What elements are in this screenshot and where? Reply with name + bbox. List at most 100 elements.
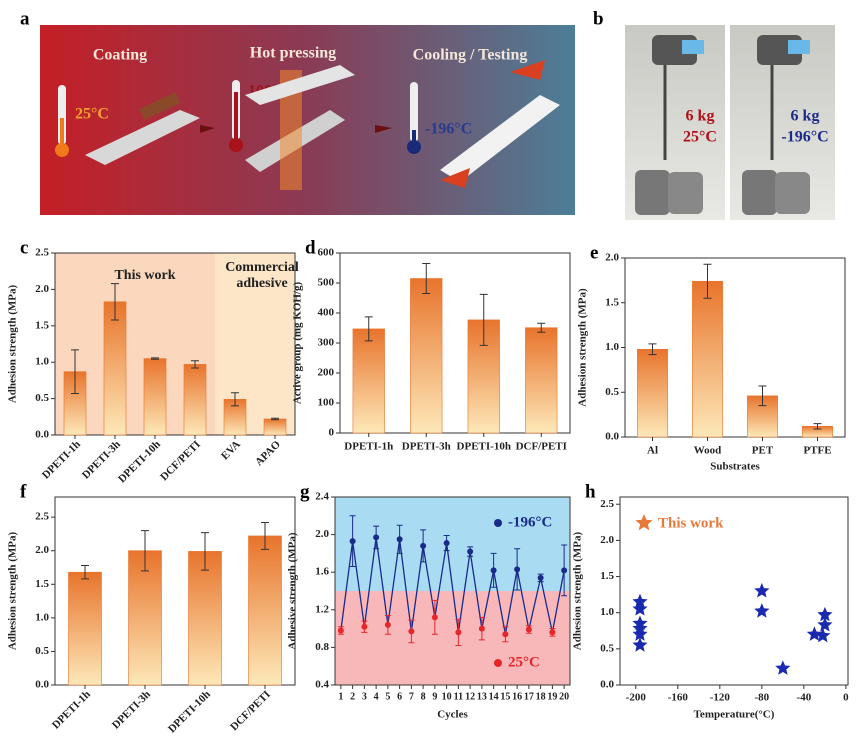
plate (245, 65, 355, 105)
bar (637, 348, 668, 438)
point (373, 534, 380, 541)
legend-label: 25°C (508, 654, 540, 670)
point (632, 626, 648, 641)
x-tick-label: 1 (338, 691, 343, 702)
bar (103, 301, 127, 436)
error-bar (271, 417, 279, 421)
error-bar (151, 357, 159, 360)
y-tick-label: 2.5 (35, 247, 49, 259)
error-bar (71, 349, 79, 395)
x-tick-label: EVA (219, 438, 243, 462)
x-tick-label: PET (752, 445, 774, 457)
point (502, 631, 509, 638)
error-bar (141, 530, 149, 572)
bar (128, 550, 162, 686)
plot-frame (619, 496, 849, 686)
panel-label: a (20, 8, 30, 29)
annotation: adhesive (236, 276, 287, 291)
error-bar (422, 263, 431, 294)
point (549, 629, 556, 636)
load: 6 kg (791, 108, 820, 125)
error-bar (191, 360, 199, 369)
x-tick-label: 9 (432, 691, 437, 702)
point (478, 625, 485, 632)
heat (280, 70, 302, 190)
point (806, 626, 822, 641)
y-axis-label: Adhesion strength (MPa) (7, 284, 19, 403)
y-tick-label: 1.0 (35, 611, 49, 623)
x-tick-label: DCF/PETI (516, 441, 567, 453)
bar (410, 278, 443, 434)
x-tick-label: DPETI-1h (50, 688, 93, 731)
point (361, 623, 368, 630)
point (514, 566, 521, 573)
x-tick-label: 19 (547, 691, 557, 702)
x-tick-label: DPETI-10h (457, 441, 511, 453)
panel-label: c (20, 237, 28, 258)
y-tick-label: 200 (318, 367, 335, 379)
panel-label: b (593, 8, 604, 29)
error-bar (111, 283, 119, 321)
y-axis-label: Adhesion strength (MPa) (7, 531, 19, 650)
x-tick-label: -40 (797, 692, 812, 704)
error-bar (231, 392, 239, 407)
x-tick-label: 12 (465, 691, 475, 702)
plot-frame (334, 496, 571, 686)
y-axis-label: Active group (mg KOH/g) (292, 282, 304, 405)
point (525, 626, 532, 633)
scheme-background (40, 25, 575, 215)
y-tick-label: 0 (329, 427, 335, 439)
panel-label: h (585, 481, 596, 502)
temperature: 25°C (75, 106, 109, 123)
y-axis-label: Adhesion strength (MPa) (577, 288, 589, 407)
plot-frame (54, 252, 296, 436)
y-tick-label: 500 (318, 277, 335, 289)
y-tick-label: 0.5 (35, 645, 49, 657)
step-label: Cooling / Testing (413, 47, 528, 64)
x-tick-label: DPETI-10h (116, 438, 163, 485)
band (335, 591, 570, 685)
point (455, 629, 462, 636)
x-axis-label: Cycles (437, 709, 468, 721)
error-bar (758, 385, 767, 407)
x-tick-label: 8 (421, 691, 426, 702)
point (775, 660, 791, 675)
thermometer (229, 80, 243, 152)
y-tick-label: 1.0 (600, 606, 614, 618)
y-tick-label: 2.5 (600, 498, 614, 510)
point (817, 606, 833, 622)
point (754, 603, 770, 618)
y-tick-label: 0.5 (35, 392, 49, 404)
x-tick-label: 7 (409, 691, 414, 702)
x-tick-label: DPETI-3h (110, 688, 153, 731)
error-bar (81, 564, 89, 580)
x-tick-label: DCF/PETI (228, 688, 273, 733)
y-tick-label: 2.5 (35, 511, 49, 523)
legend-label: -196°C (508, 514, 552, 530)
x-tick-label: 2 (350, 691, 355, 702)
point (431, 614, 438, 621)
error-bar (201, 532, 209, 571)
temperature: 25°C (683, 129, 717, 146)
panel-label: f (20, 481, 27, 502)
bar (692, 280, 723, 438)
x-tick-label: 15 (500, 691, 510, 702)
step-label: Coating (93, 47, 147, 64)
panel-label: g (300, 481, 310, 502)
y-tick-label: 0.5 (605, 386, 619, 398)
y-tick-label: 0.0 (605, 431, 619, 443)
x-tick-label: DPETI-1h (344, 441, 393, 453)
point (443, 540, 450, 547)
y-tick-label: 1.0 (35, 356, 49, 368)
y-tick-label: 2.4 (315, 491, 329, 503)
point (632, 601, 648, 616)
scale (635, 35, 704, 215)
point (349, 538, 356, 545)
x-tick-label: 20 (559, 691, 569, 702)
x-tick-label: Wood (694, 445, 722, 457)
y-tick-label: 0.0 (35, 429, 49, 441)
x-tick-label: 14 (489, 691, 499, 702)
y-tick-label: 2.0 (605, 252, 619, 264)
x-tick-label: DPETI-1h (40, 438, 83, 481)
